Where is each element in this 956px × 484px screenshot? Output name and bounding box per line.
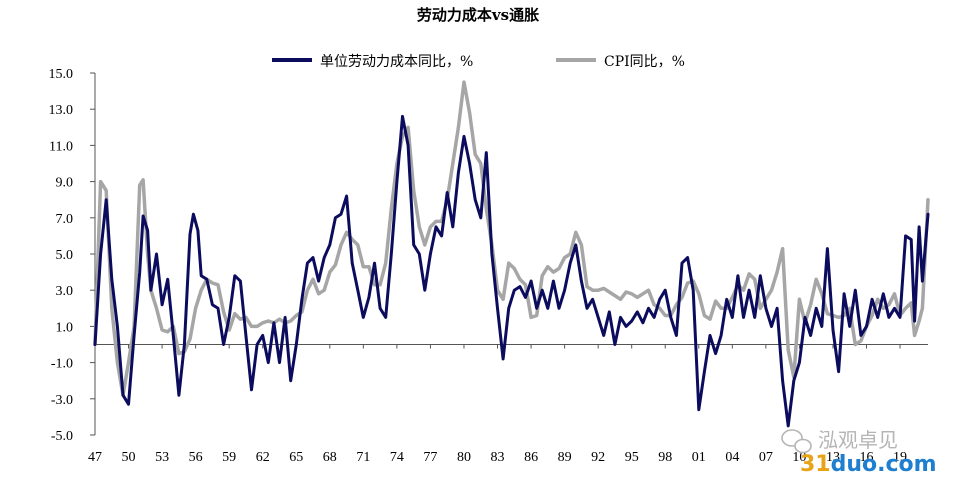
x-tick-label: 53 (155, 450, 169, 465)
y-tick-label: 1.0 (56, 320, 74, 335)
x-tick-label: 16 (860, 450, 874, 465)
x-tick-label: 59 (222, 450, 236, 465)
x-tick-label: 65 (289, 450, 303, 465)
y-tick-label: 11.0 (49, 139, 73, 154)
series-line-labor-cost (93, 114, 930, 428)
x-tick-label: 95 (625, 450, 639, 465)
watermark-url: 31duo.com (800, 452, 937, 477)
watermark-text: 泓观卓见 (818, 428, 898, 452)
y-tick-label: -5.0 (51, 429, 73, 444)
y-tick-label: 13.0 (49, 103, 74, 118)
x-tick-label: 83 (491, 450, 505, 465)
y-tick-label: 15.0 (49, 67, 74, 82)
legend-label-labor-cost: 单位劳动力成本同比，% (320, 54, 473, 70)
legend-item-cpi: CPI同比，% (556, 54, 685, 70)
x-tick-label: 04 (725, 450, 739, 465)
x-tick-label: 80 (457, 450, 471, 465)
legend-label-cpi: CPI同比，% (604, 54, 685, 70)
x-tick-label: 86 (524, 450, 538, 465)
x-tick-label: 71 (356, 450, 370, 465)
x-tick-label: 07 (759, 450, 773, 465)
watermark-url-part2: duo (831, 452, 878, 477)
x-tick-label: 74 (390, 450, 404, 465)
x-tick-label: 56 (189, 450, 203, 465)
y-tick-label: 3.0 (56, 284, 74, 299)
y-tick-label: 9.0 (56, 176, 74, 191)
x-tick-label: 13 (826, 450, 840, 465)
y-tick-label: -1.0 (51, 357, 73, 372)
y-tick-label: -3.0 (51, 393, 73, 408)
legend: 单位劳动力成本同比，% CPI同比，% (272, 54, 685, 70)
x-tick-label: 77 (423, 450, 437, 465)
x-tick-label: 19 (893, 450, 907, 465)
x-tick-label: 10 (792, 450, 806, 465)
x-tick-label: 92 (591, 450, 605, 465)
series-line-cpi (93, 80, 930, 397)
x-tick-label: 50 (122, 450, 136, 465)
y-tick-label: 5.0 (56, 248, 74, 263)
x-tick-label: 01 (692, 450, 706, 465)
chart-title: 劳动力成本vs通胀 (417, 6, 539, 24)
x-tick-label: 62 (256, 450, 270, 465)
x-tick-label: 89 (558, 450, 572, 465)
x-tick-label: 98 (658, 450, 672, 465)
watermark-url-part1: 31 (800, 452, 831, 477)
y-tick-label: 7.0 (56, 212, 74, 227)
watermark-url-part3: .com (877, 452, 936, 477)
y-axis: 15.0 13.0 11.0 9.0 7.0 5.0 3.0 1.0 -1.0 -3.0 -5.0 (49, 67, 96, 444)
x-tick-label: 68 (323, 450, 337, 465)
series-layer (93, 80, 930, 428)
legend-item-labor-cost: 单位劳动力成本同比，% (272, 54, 473, 70)
wechat-icon (781, 429, 812, 454)
watermark: 泓观卓见 31duo.com (781, 428, 937, 477)
x-tick-label: 47 (88, 450, 102, 465)
